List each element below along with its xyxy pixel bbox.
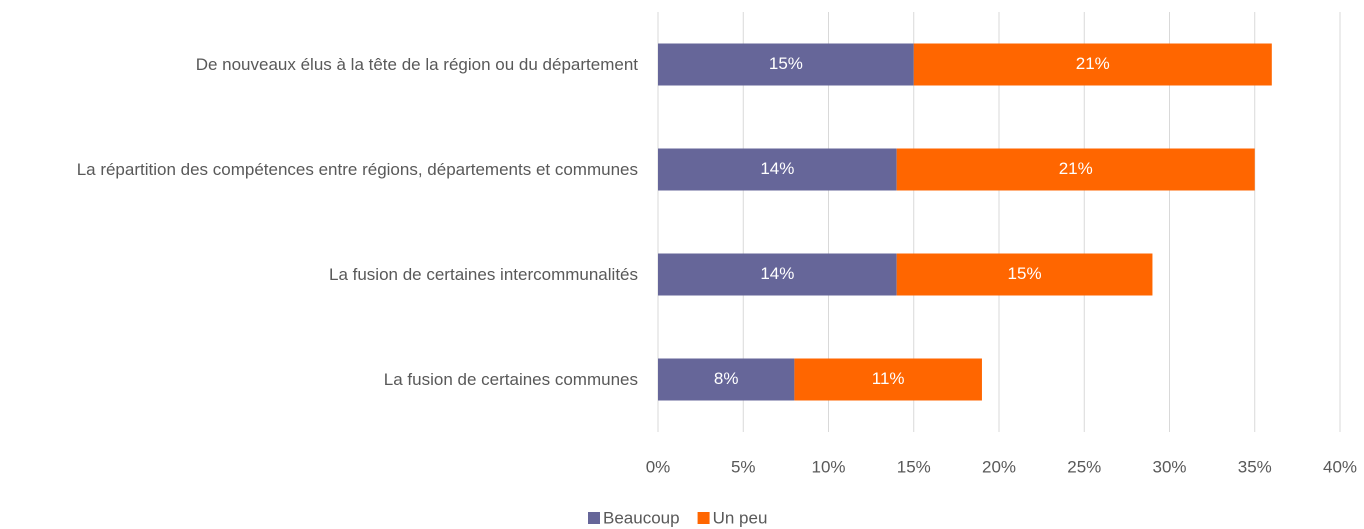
data-label: 21%: [1076, 54, 1110, 73]
x-tick-label: 20%: [982, 457, 1016, 476]
x-tick-label: 15%: [897, 457, 931, 476]
category-label: La répartition des compétences entre rég…: [0, 158, 638, 182]
data-label: 21%: [1059, 159, 1093, 178]
bar: [658, 148, 897, 191]
legend-swatch: [588, 512, 600, 524]
data-label: 8%: [714, 369, 739, 388]
bar: [658, 358, 795, 401]
legend-label: Beaucoup: [603, 508, 680, 527]
category-label: La fusion de certaines intercommunalités: [0, 263, 638, 287]
bar: [794, 358, 982, 401]
bar: [913, 43, 1272, 86]
category-text: La fusion de certaines intercommunalités: [329, 264, 638, 284]
bar: [896, 253, 1153, 296]
data-label: 11%: [872, 369, 905, 388]
x-tick-label: 10%: [811, 457, 845, 476]
category-label: De nouveaux élus à la tête de la région …: [0, 53, 638, 77]
category-text: De nouveaux élus à la tête de la région …: [195, 54, 638, 74]
legend-label: Un peu: [713, 508, 768, 527]
x-tick-label: 40%: [1323, 457, 1357, 476]
data-label: 15%: [1008, 264, 1042, 283]
data-label: 14%: [760, 264, 794, 283]
bar: [896, 148, 1255, 191]
x-tick-label: 30%: [1152, 457, 1186, 476]
bar: [658, 253, 897, 296]
category-text: La fusion de certaines communes: [383, 369, 638, 389]
bar: [658, 43, 914, 86]
legend-swatch: [697, 512, 710, 524]
x-tick-label: 25%: [1067, 457, 1101, 476]
data-label: 14%: [760, 159, 794, 178]
x-tick-label: 5%: [731, 457, 756, 476]
x-tick-label: 0%: [646, 457, 671, 476]
data-label: 15%: [769, 54, 803, 73]
category-label: La fusion de certaines communes: [0, 368, 638, 392]
category-text: La répartition des compétences entre rég…: [76, 159, 638, 179]
x-tick-label: 35%: [1238, 457, 1272, 476]
